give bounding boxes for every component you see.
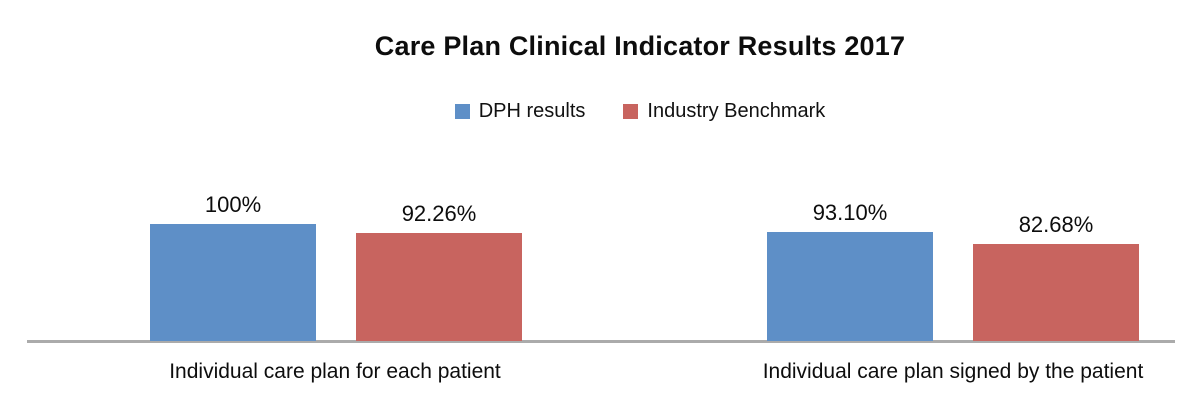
legend-label: DPH results	[478, 100, 586, 122]
legend: DPH results Industry Benchmark	[80, 100, 1200, 123]
x-axis-line	[27, 340, 1175, 343]
legend-swatch-icon	[454, 104, 470, 119]
chart-title: Care Plan Clinical Indicator Results 201…	[374, 31, 906, 61]
legend-item-industry-benchmark: Industry Benchmark	[623, 100, 825, 123]
bar	[356, 233, 522, 341]
bar-column: 100%	[150, 191, 316, 341]
category-label: Individual care plan signed by the patie…	[762, 360, 1144, 383]
bar	[973, 244, 1139, 341]
bar-column: 82.68%	[973, 211, 1139, 341]
bar-column: 92.26%	[356, 200, 522, 341]
legend-label: Industry Benchmark	[647, 100, 826, 122]
bar-value-label: 93.10%	[812, 199, 888, 225]
bar-group: 93.10% 82.68%	[767, 199, 1139, 341]
legend-swatch-icon	[623, 104, 639, 119]
bar	[150, 224, 316, 341]
legend-item-dph-results: DPH results	[454, 100, 586, 123]
bar-value-label: 100%	[204, 191, 262, 217]
bar-column: 93.10%	[767, 199, 933, 341]
bar-value-label: 82.68%	[1018, 211, 1094, 237]
bar	[767, 232, 933, 341]
bar-value-label: 92.26%	[401, 200, 477, 226]
category-label: Individual care plan for each patient	[169, 360, 501, 383]
bar-group: 100% 92.26%	[150, 191, 522, 341]
